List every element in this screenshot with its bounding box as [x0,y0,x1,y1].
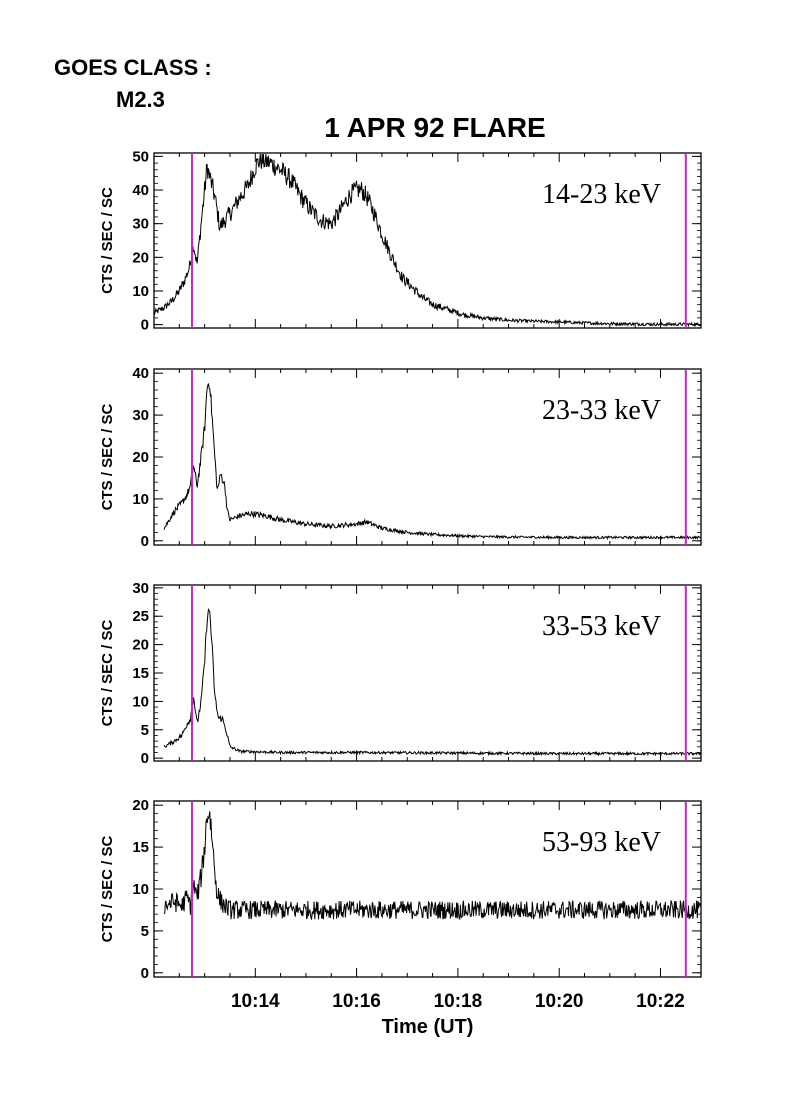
y-tick-label: 25 [132,608,149,625]
y-tick-label: 15 [132,839,149,856]
y-tick-label: 5 [141,923,149,940]
y-tick-label: 0 [141,965,149,982]
y-axis-label: CTS / SEC / SC [99,619,116,726]
y-tick-label: 10 [132,881,149,898]
y-tick-label: 40 [132,182,149,199]
y-tick-label: 30 [132,580,149,597]
y-tick-label: 20 [132,449,149,466]
count-rate-line [163,383,702,541]
y-tick-label: 30 [132,216,149,233]
x-tick-label: 10:20 [535,991,584,1012]
series-energy-label: 53-93 keV [542,827,661,858]
chart-title: 1 APR 92 FLARE [324,112,546,143]
y-axis-label: CTS / SEC / SC [99,187,116,294]
y-tick-label: 0 [141,533,149,550]
series-energy-label: 23-33 keV [542,395,661,426]
series-energy-label: 14-23 keV [542,179,661,210]
y-tick-label: 40 [132,365,149,382]
x-tick-label: 10:16 [332,991,381,1012]
goes-class-value: M2.3 [116,87,165,112]
series-energy-label: 33-53 keV [542,611,661,642]
count-rate-line [163,811,702,921]
y-tick-label: 30 [132,407,149,424]
x-axis-label: Time (UT) [382,1016,474,1038]
y-tick-label: 0 [141,750,149,767]
x-tick-label: 10:14 [231,991,280,1012]
y-tick-label: 5 [141,722,149,739]
y-axis-label: CTS / SEC / SC [99,835,116,942]
count-rate-line [153,153,701,328]
y-tick-label: 20 [132,637,149,654]
y-tick-label: 15 [132,665,149,682]
y-tick-label: 10 [132,693,149,710]
x-tick-label: 10:18 [434,991,483,1012]
y-tick-label: 10 [132,491,149,508]
panel-frame [153,152,702,329]
y-tick-label: 20 [132,797,149,814]
goes-class-label: GOES CLASS : [54,55,212,80]
y-tick-label: 50 [132,148,149,165]
y-tick-label: 20 [132,249,149,266]
y-tick-label: 10 [132,283,149,300]
y-tick-label: 0 [141,317,149,334]
count-rate-line [163,608,702,757]
x-tick-label: 10:22 [636,991,685,1012]
y-axis-label: CTS / SEC / SC [99,403,116,510]
